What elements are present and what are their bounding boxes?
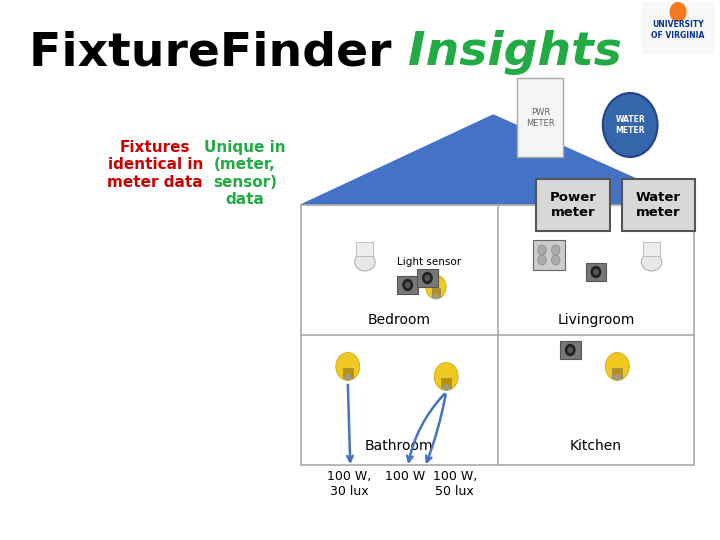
Ellipse shape [642,253,662,271]
FancyBboxPatch shape [621,179,696,231]
Polygon shape [301,115,694,205]
Text: 100 W,
50 lux: 100 W, 50 lux [433,470,477,498]
Circle shape [615,374,620,380]
Circle shape [568,348,572,353]
Text: 100 W: 100 W [385,470,426,483]
Text: UNIVERSITY
OF VIRGINIA: UNIVERSITY OF VIRGINIA [652,21,705,40]
FancyBboxPatch shape [441,378,451,388]
Circle shape [346,374,350,380]
Circle shape [591,267,600,278]
Circle shape [594,269,598,274]
Circle shape [423,273,432,284]
Circle shape [426,275,446,299]
Circle shape [538,245,546,255]
Text: Bedroom: Bedroom [368,313,431,327]
Text: Livingroom: Livingroom [557,313,634,327]
Circle shape [434,294,438,299]
Circle shape [538,255,546,265]
Text: PWR
METER: PWR METER [526,109,554,127]
FancyBboxPatch shape [560,341,580,359]
FancyBboxPatch shape [612,368,622,378]
Circle shape [670,2,687,22]
FancyBboxPatch shape [642,2,715,54]
Text: Water
meter: Water meter [636,191,681,219]
Circle shape [606,353,629,381]
FancyBboxPatch shape [643,242,660,256]
Circle shape [565,345,575,355]
Ellipse shape [355,253,375,271]
Circle shape [403,280,413,291]
FancyBboxPatch shape [431,288,440,297]
Text: Power
meter: Power meter [549,191,596,219]
Circle shape [405,282,410,287]
FancyBboxPatch shape [585,263,606,281]
Text: Kitchen: Kitchen [570,439,622,453]
FancyBboxPatch shape [301,205,694,465]
Text: Insights: Insights [408,30,621,75]
FancyBboxPatch shape [356,242,374,256]
Circle shape [444,384,449,390]
Text: Unique in
(meter,
sensor)
data: Unique in (meter, sensor) data [204,140,286,207]
FancyBboxPatch shape [417,269,438,287]
Text: 100 W,
30 lux: 100 W, 30 lux [328,470,372,498]
Circle shape [426,275,429,280]
Text: Bathroom: Bathroom [365,439,433,453]
FancyBboxPatch shape [517,78,564,157]
Text: Light sensor: Light sensor [397,257,461,267]
FancyBboxPatch shape [397,276,418,294]
Text: Fixtures
identical in
meter data: Fixtures identical in meter data [107,140,203,190]
Text: FixtureFinder: FixtureFinder [29,30,408,75]
Circle shape [434,362,458,390]
Circle shape [552,245,560,255]
Circle shape [336,353,360,381]
Circle shape [603,93,657,157]
Circle shape [552,255,560,265]
FancyBboxPatch shape [343,368,353,378]
FancyBboxPatch shape [536,179,610,231]
FancyBboxPatch shape [533,240,565,270]
Text: WATER
METER: WATER METER [616,116,645,134]
